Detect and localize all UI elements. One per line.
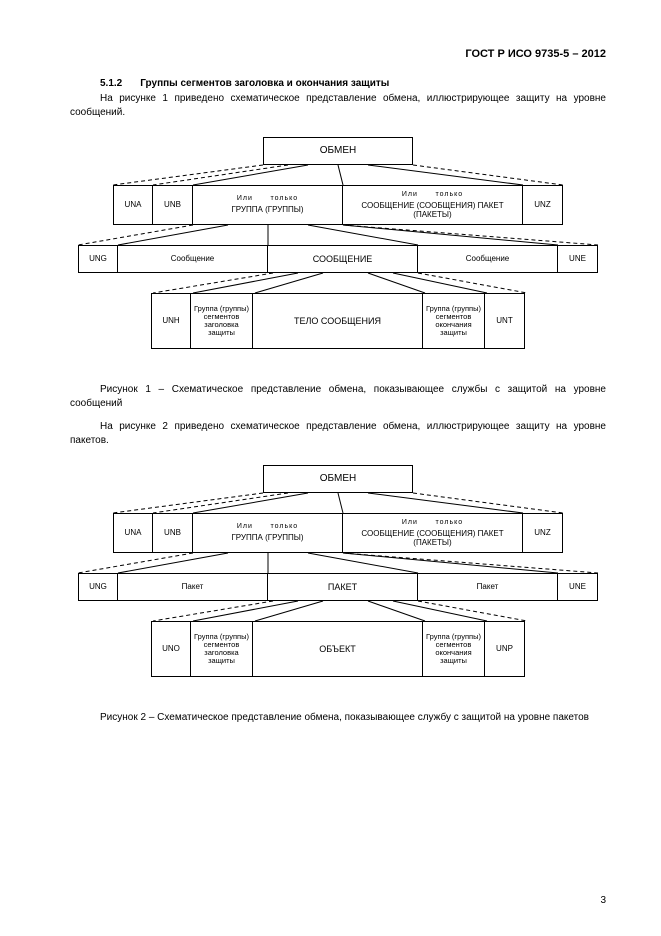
box-header-grp-2: Группа (группы) сегментов заголовка защи…: [191, 621, 253, 677]
box-soob-3: Сообщение: [418, 245, 558, 273]
page-number: 3: [600, 895, 606, 906]
label-group: ГРУППА (ГРУППЫ): [231, 205, 303, 214]
fig1-row4: UNH Группа (группы) сегментов заголовка …: [78, 293, 598, 349]
fig2-row3: UNG Пакет ПАКЕТ Пакет UNE: [78, 573, 598, 601]
caption-2: Рисунок 2 – Схематическое представление …: [70, 711, 606, 725]
box-body: ТЕЛО СООБЩЕНИЯ: [253, 293, 423, 349]
label-msg-packet: СООБЩЕНИЕ (СООБЩЕНИЯ) ПАКЕТ (ПАКЕТЫ): [346, 201, 519, 219]
label-or-only-3: Или только: [237, 523, 298, 531]
box-trailer-grp-2: Группа (группы) сегментов окончания защи…: [423, 621, 485, 677]
section-heading: 5.1.2 Группы сегментов заголовка и оконча…: [100, 78, 606, 89]
box-soob-1: Сообщение: [118, 245, 268, 273]
box-header-grp: Группа (группы) сегментов заголовка защи…: [191, 293, 253, 349]
box-object: ОБЪЕКТ: [253, 621, 423, 677]
box-group: Или только ГРУППА (ГРУППЫ): [193, 185, 343, 225]
box-unt: UNT: [485, 293, 525, 349]
box-trailer-grp: Группа (группы) сегментов окончания защи…: [423, 293, 485, 349]
box-unp: UNP: [485, 621, 525, 677]
label-or-only-2: Или только: [402, 191, 463, 199]
box-soob-2: СООБЩЕНИЕ: [268, 245, 418, 273]
box-uno: UNO: [151, 621, 191, 677]
box-unz-2: UNZ: [523, 513, 563, 553]
intro-2: На рисунке 2 приведено схематическое пре…: [70, 420, 606, 447]
box-group-2: Или только ГРУППА (ГРУППЫ): [193, 513, 343, 553]
box-une-2: UNE: [558, 573, 598, 601]
fig2-row2: UNA UNB Или только ГРУППА (ГРУППЫ) Или т…: [78, 513, 598, 553]
figure-1: ОБМЕН UNA UNB Или только ГРУППА (ГРУППЫ)…: [78, 137, 598, 375]
label-msg-packet-2: СООБЩЕНИЕ (СООБЩЕНИЯ) ПАКЕТ (ПАКЕТЫ): [346, 529, 519, 547]
box-unb-2: UNB: [153, 513, 193, 553]
section-number: 5.1.2: [100, 78, 122, 89]
fig1-row2: UNA UNB Или только ГРУППА (ГРУППЫ) Или т…: [78, 185, 598, 225]
fig2-row4: UNO Группа (группы) сегментов заголовка …: [78, 621, 598, 677]
box-unb: UNB: [153, 185, 193, 225]
caption-1: Рисунок 1 – Схематическое представление …: [70, 383, 606, 410]
box-ung: UNG: [78, 245, 118, 273]
fig2-row1: ОБМЕН: [78, 465, 598, 493]
box-una: UNA: [113, 185, 153, 225]
doc-header: ГОСТ Р ИСО 9735-5 – 2012: [70, 48, 606, 60]
box-obmen: ОБМЕН: [263, 137, 413, 165]
box-msg-packet-2: Или только СООБЩЕНИЕ (СООБЩЕНИЯ) ПАКЕТ (…: [343, 513, 523, 553]
box-una-2: UNA: [113, 513, 153, 553]
box-ung-2: UNG: [78, 573, 118, 601]
label-or-only-4: Или только: [402, 519, 463, 527]
section-title: Группы сегментов заголовка и окончания з…: [140, 78, 389, 89]
label-group-2: ГРУППА (ГРУППЫ): [231, 533, 303, 542]
figure-2: ОБМЕН UNA UNB Или только ГРУППА (ГРУППЫ)…: [78, 465, 598, 703]
label-or-only: Или только: [237, 195, 298, 203]
box-unz: UNZ: [523, 185, 563, 225]
intro-1: На рисунке 1 приведено схематическое пре…: [70, 92, 606, 119]
box-unh: UNH: [151, 293, 191, 349]
box-paket-1: Пакет: [118, 573, 268, 601]
fig1-row3: UNG Сообщение СООБЩЕНИЕ Сообщение UNE: [78, 245, 598, 273]
box-paket-3: Пакет: [418, 573, 558, 601]
box-une: UNE: [558, 245, 598, 273]
box-msg-packet: Или только СООБЩЕНИЕ (СООБЩЕНИЯ) ПАКЕТ (…: [343, 185, 523, 225]
box-obmen-2: ОБМЕН: [263, 465, 413, 493]
box-paket-2: ПАКЕТ: [268, 573, 418, 601]
fig1-row1: ОБМЕН: [78, 137, 598, 165]
